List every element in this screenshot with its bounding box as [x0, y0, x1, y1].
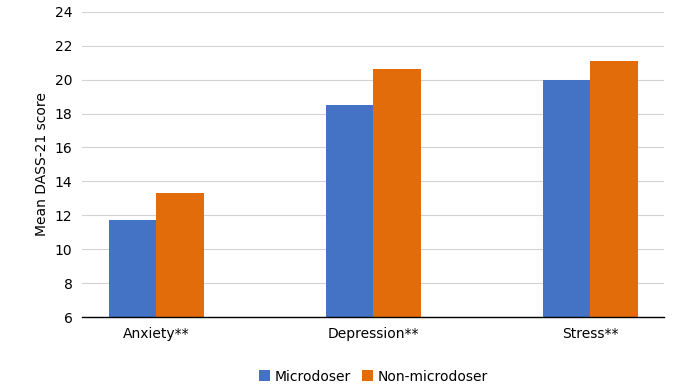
- Bar: [543, 80, 590, 387]
- Bar: [373, 69, 421, 387]
- Legend: Microdoser, Non-microdoser: Microdoser, Non-microdoser: [253, 364, 493, 387]
- Bar: [590, 61, 638, 387]
- Y-axis label: Mean DASS-21 score: Mean DASS-21 score: [35, 92, 49, 236]
- Bar: [109, 220, 156, 387]
- Bar: [325, 105, 373, 387]
- Bar: [156, 194, 204, 387]
